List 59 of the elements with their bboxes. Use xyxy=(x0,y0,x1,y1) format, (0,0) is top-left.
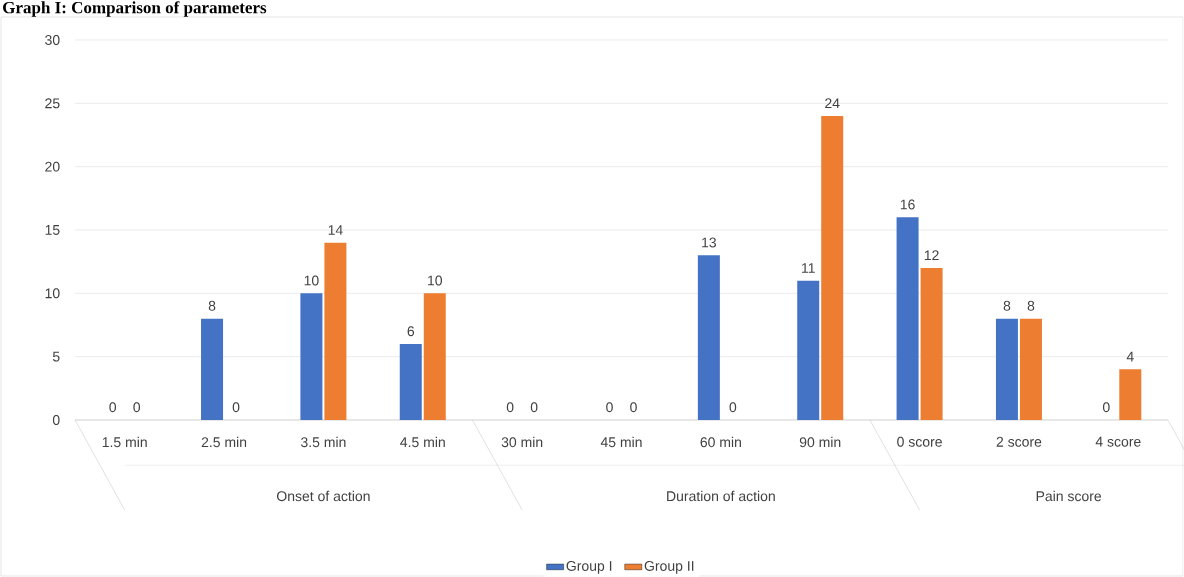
data-label: 0 xyxy=(1102,402,1110,413)
x-tick-label: 45 min xyxy=(600,436,642,448)
data-label: 4 xyxy=(1126,351,1134,362)
data-label: 0 xyxy=(729,402,737,413)
text: Duration of action xyxy=(667,490,775,502)
y-tick-label: 15 xyxy=(45,225,60,235)
data-label: 8 xyxy=(1027,300,1035,311)
data-label: 16 xyxy=(900,199,915,210)
data-label: 0 xyxy=(109,402,117,413)
data-label: 0 xyxy=(606,402,613,413)
x-tick-label: 30 min xyxy=(501,436,543,448)
text: Pain score xyxy=(1036,490,1102,502)
bar xyxy=(399,343,422,420)
bar xyxy=(324,242,347,420)
data-label: 0 xyxy=(630,402,637,413)
legend-label: Group II xyxy=(644,560,694,574)
data-label: 10 xyxy=(304,275,319,286)
data-label: 0 xyxy=(506,402,514,413)
data-label: 12 xyxy=(924,250,939,261)
data-label: 0 xyxy=(133,402,141,413)
y-tick-label: 5 xyxy=(52,351,60,362)
x-tick-label: 0 score xyxy=(897,436,942,447)
bar xyxy=(920,267,943,420)
data-label: 11 xyxy=(802,263,815,273)
x-tick-label: 2.5 min xyxy=(201,436,247,448)
data-label: 0 xyxy=(232,402,240,413)
bar xyxy=(201,318,224,420)
data-label: 8 xyxy=(208,300,216,311)
x-tick-label: 2 score xyxy=(996,436,1042,447)
data-label: 10 xyxy=(428,275,443,286)
chart-title: Graph I: Comparison of parameters xyxy=(3,1,267,17)
x-tick-label: 60 min xyxy=(700,436,741,448)
x-tick-label: 90 min xyxy=(799,436,841,448)
bar xyxy=(821,115,844,420)
y-tick-label: 10 xyxy=(45,288,60,299)
x-tick-label: 4 score xyxy=(1095,436,1141,447)
y-tick-label: 25 xyxy=(45,98,60,109)
y-tick-label: 0 xyxy=(52,415,60,425)
x-tick-label: 1.5 min xyxy=(102,436,147,448)
data-label: 6 xyxy=(407,326,415,337)
x-tick-label: 3.5 min xyxy=(300,436,346,448)
data-label: 14 xyxy=(328,225,343,235)
bar xyxy=(697,255,720,420)
y-tick-label: 20 xyxy=(45,161,60,172)
bar xyxy=(423,293,446,420)
bar xyxy=(896,217,919,420)
x-tick-label: 4.5 min xyxy=(400,436,445,448)
bar xyxy=(797,280,820,420)
bar xyxy=(1119,369,1142,420)
y-tick-label: 30 xyxy=(45,35,60,45)
text: Onset of action xyxy=(276,490,370,502)
bar xyxy=(995,318,1018,420)
data-label: 0 xyxy=(530,402,538,413)
legend-label: Group I xyxy=(566,560,612,574)
bar xyxy=(300,293,323,420)
data-label: 8 xyxy=(1003,300,1011,311)
data-label: 13 xyxy=(702,237,717,248)
data-label: 24 xyxy=(825,98,840,109)
bar xyxy=(1019,318,1042,420)
